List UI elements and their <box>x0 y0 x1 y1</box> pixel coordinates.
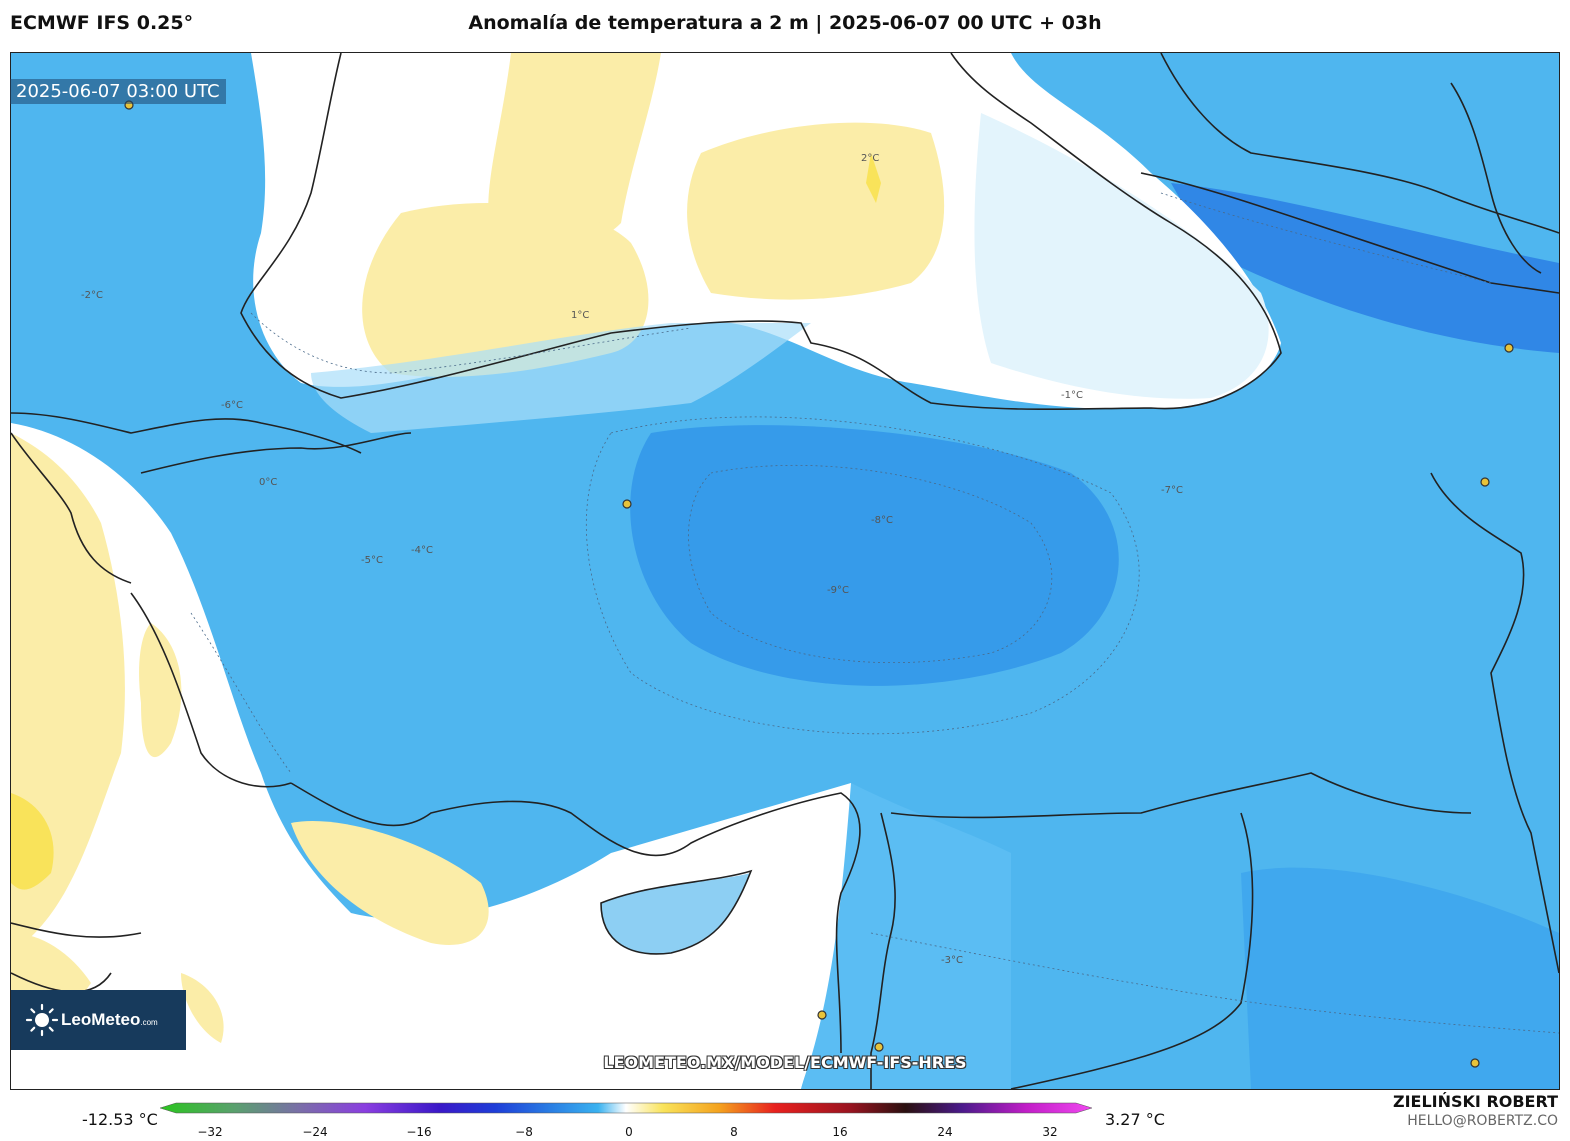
colorbar-tick-label: −8 <box>515 1125 533 1139</box>
colorbar-gradient <box>160 1102 1093 1114</box>
city-marker[interactable] <box>622 499 632 509</box>
black-sea-slight-cold <box>974 113 1269 399</box>
city-marker[interactable] <box>874 1042 884 1052</box>
contour-label: -6°C <box>221 400 243 411</box>
coastlines <box>11 53 1559 1089</box>
coastal-light <box>311 323 811 433</box>
greece-warmer <box>11 793 54 890</box>
city-markers <box>124 100 1514 1068</box>
contour-label: 0°C <box>259 477 277 488</box>
contour-label: 2°C <box>861 153 879 164</box>
valid-time-label: 2025-06-07 03:00 UTC <box>10 79 226 104</box>
contour-label: -9°C <box>827 585 849 596</box>
city-marker[interactable] <box>817 1010 827 1020</box>
cyprus-cold <box>601 873 751 954</box>
colorbar-tick-label: 0 <box>625 1125 633 1139</box>
contour-label: -3°C <box>941 955 963 966</box>
logo-brand: LeoMeteo <box>61 1010 141 1029</box>
contour-label-group: -9°C -8°C -7°C -6°C -5°C -4°C -3°C -2°C … <box>81 153 1183 966</box>
colorbar-tick-label: −32 <box>197 1125 222 1139</box>
warm-spot <box>866 153 881 203</box>
colorbar-min-value: -12.53 °C <box>82 1110 158 1129</box>
city-marker[interactable] <box>1504 343 1514 353</box>
colorbar-tick-label: −24 <box>302 1125 327 1139</box>
warm-patch-1 <box>488 53 661 252</box>
contour-label: -4°C <box>411 545 433 556</box>
model-url[interactable]: LEOMETEO.MX/MODEL/ECMWF-IFS-HRES <box>603 1053 967 1072</box>
contour-label: -7°C <box>1161 485 1183 496</box>
colorbar-tick-label: −16 <box>406 1125 431 1139</box>
map-title: Anomalía de temperatura a 2 m | 2025-06-… <box>468 12 1102 34</box>
colorbar-max-value: 3.27 °C <box>1105 1110 1165 1129</box>
contour-lines <box>190 192 1559 1034</box>
logo-suffix: .com <box>140 1018 158 1027</box>
colorbar-tick-label: 32 <box>1042 1125 1057 1139</box>
city-marker[interactable] <box>1470 1058 1480 1068</box>
contour-label: -1°C <box>1061 390 1083 401</box>
contour-label: -5°C <box>361 555 383 566</box>
contour-label: -8°C <box>871 515 893 526</box>
sun-icon <box>25 1003 59 1037</box>
logo-text: LeoMeteo.com <box>61 1010 158 1030</box>
colorbar-tick-label: 8 <box>730 1125 738 1139</box>
crete-warm <box>291 821 489 945</box>
contour-label: -2°C <box>81 290 103 301</box>
contour-label: 1°C <box>571 310 589 321</box>
city-marker[interactable] <box>1480 477 1490 487</box>
colorbar-ticks: −32 −24 −16 −8 0 8 16 24 32 <box>197 1125 1057 1139</box>
author-email[interactable]: HELLO@ROBERTZ.CO <box>1407 1113 1558 1129</box>
model-name: ECMWF IFS 0.25° <box>10 12 194 34</box>
levant-cold <box>801 783 1011 1089</box>
leometeo-logo[interactable]: LeoMeteo.com <box>11 990 186 1050</box>
anomaly-map: -9°C -8°C -7°C -6°C -5°C -4°C -3°C -2°C … <box>11 53 1559 1089</box>
warm-patch-2 <box>362 203 649 377</box>
aegean-warm <box>139 623 182 758</box>
map-area[interactable]: -9°C -8°C -7°C -6°C -5°C -4°C -3°C -2°C … <box>10 52 1560 1090</box>
colorbar: −32 −24 −16 −8 0 8 16 24 32 <box>160 1102 1093 1139</box>
author-name: ZIELIŃSKI ROBERT <box>1392 1092 1558 1111</box>
sw-warm <box>181 973 224 1043</box>
cold-core-anatolia <box>630 425 1119 686</box>
colorbar-tick-label: 16 <box>832 1125 847 1139</box>
colorbar-tick-label: 24 <box>937 1125 952 1139</box>
cold-core-southeast <box>1241 867 1559 1089</box>
warm-patch-3 <box>687 122 945 300</box>
